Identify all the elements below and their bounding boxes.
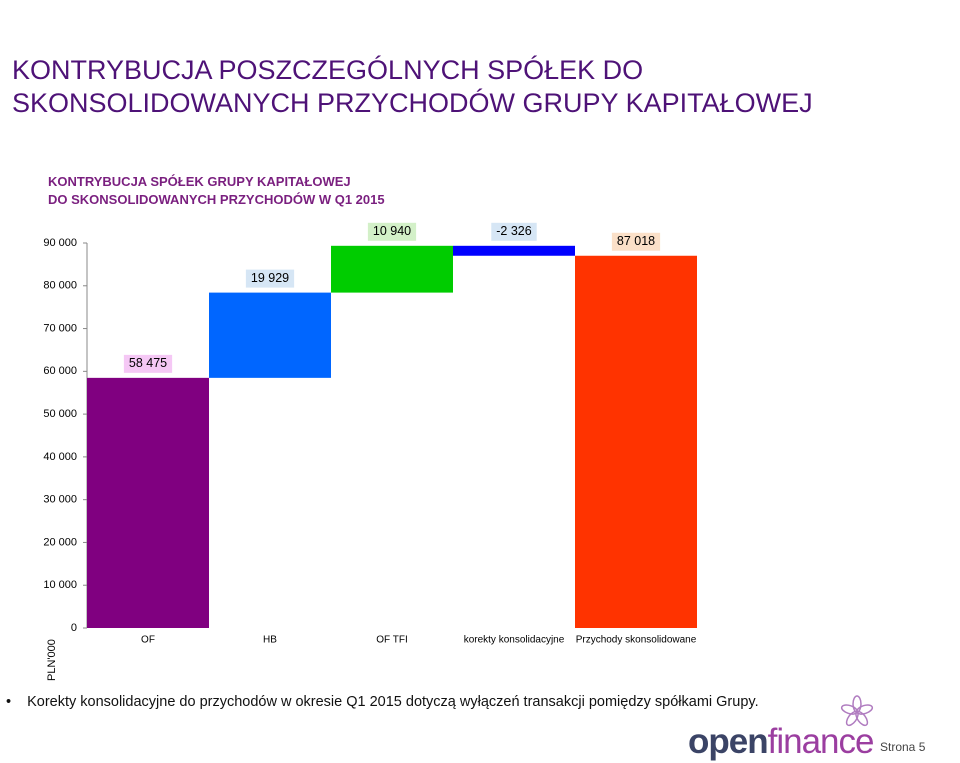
x-tick-label: OF [141, 635, 155, 646]
y-axis-title: PLN'000 [46, 639, 58, 681]
logo-open: open [688, 722, 769, 761]
value-label: 10 940 [373, 224, 411, 238]
bar [575, 255, 697, 628]
y-tick-label: 0 [71, 622, 77, 634]
y-tick-label: 90 000 [43, 237, 77, 249]
bar [87, 377, 209, 628]
value-label-bg [245, 269, 295, 288]
chart-subtitle: DO SKONSOLIDOWANYCH PRZYCHODÓW W Q1 2015 [48, 192, 385, 207]
page-number: Strona 5 [880, 740, 926, 754]
x-tick-label: HB [263, 635, 277, 646]
flower [840, 695, 874, 727]
value-label-bg [611, 232, 661, 251]
footnote: • Korekty konsolidacyjne do przychodów w … [6, 694, 759, 710]
y-tick-label: 20 000 [43, 536, 77, 548]
y-tick-label: 10 000 [43, 579, 77, 591]
bullet: • [6, 694, 12, 710]
bar [331, 245, 453, 293]
y-tick-label: 50 000 [43, 408, 77, 420]
chart-titles: KONTRYBUCJA SPÓŁEK GRUPY KAPITAŁOWEJ DO … [48, 173, 385, 209]
value-label: 19 929 [251, 271, 289, 285]
note-text: Korekty konsolidacyjne do przychodów w o… [27, 694, 759, 710]
y-tick-label: 70 000 [43, 322, 77, 334]
y-tick-label: 80 000 [43, 280, 77, 292]
x-tick-label: korekty konsolidacyjne [464, 635, 565, 646]
value-label: 87 018 [617, 234, 655, 248]
bar [453, 245, 575, 256]
bar [209, 292, 331, 378]
chart-title: KONTRYBUCJA SPÓŁEK GRUPY KAPITAŁOWEJ [48, 174, 351, 189]
value-label-bg [123, 354, 173, 373]
x-tick-label: Przychody skonsolidowane [576, 635, 697, 646]
x-tick-label: OF TFI [376, 635, 407, 646]
value-label-bg [367, 222, 417, 241]
y-tick-label: 30 000 [43, 494, 77, 506]
value-label: 58 475 [129, 356, 167, 370]
logo-finance: finance [767, 722, 875, 761]
petal [840, 704, 858, 715]
y-tick-label: 40 000 [43, 451, 77, 463]
value-label-bg [491, 222, 537, 241]
value-label: -2 326 [496, 224, 531, 238]
y-tick-label: 60 000 [43, 365, 77, 377]
slide-title: KONTRYBUCJA POSZCZEGÓLNYCH SPÓŁEK DO SKO… [12, 55, 813, 118]
logo: openfinance [688, 722, 875, 762]
